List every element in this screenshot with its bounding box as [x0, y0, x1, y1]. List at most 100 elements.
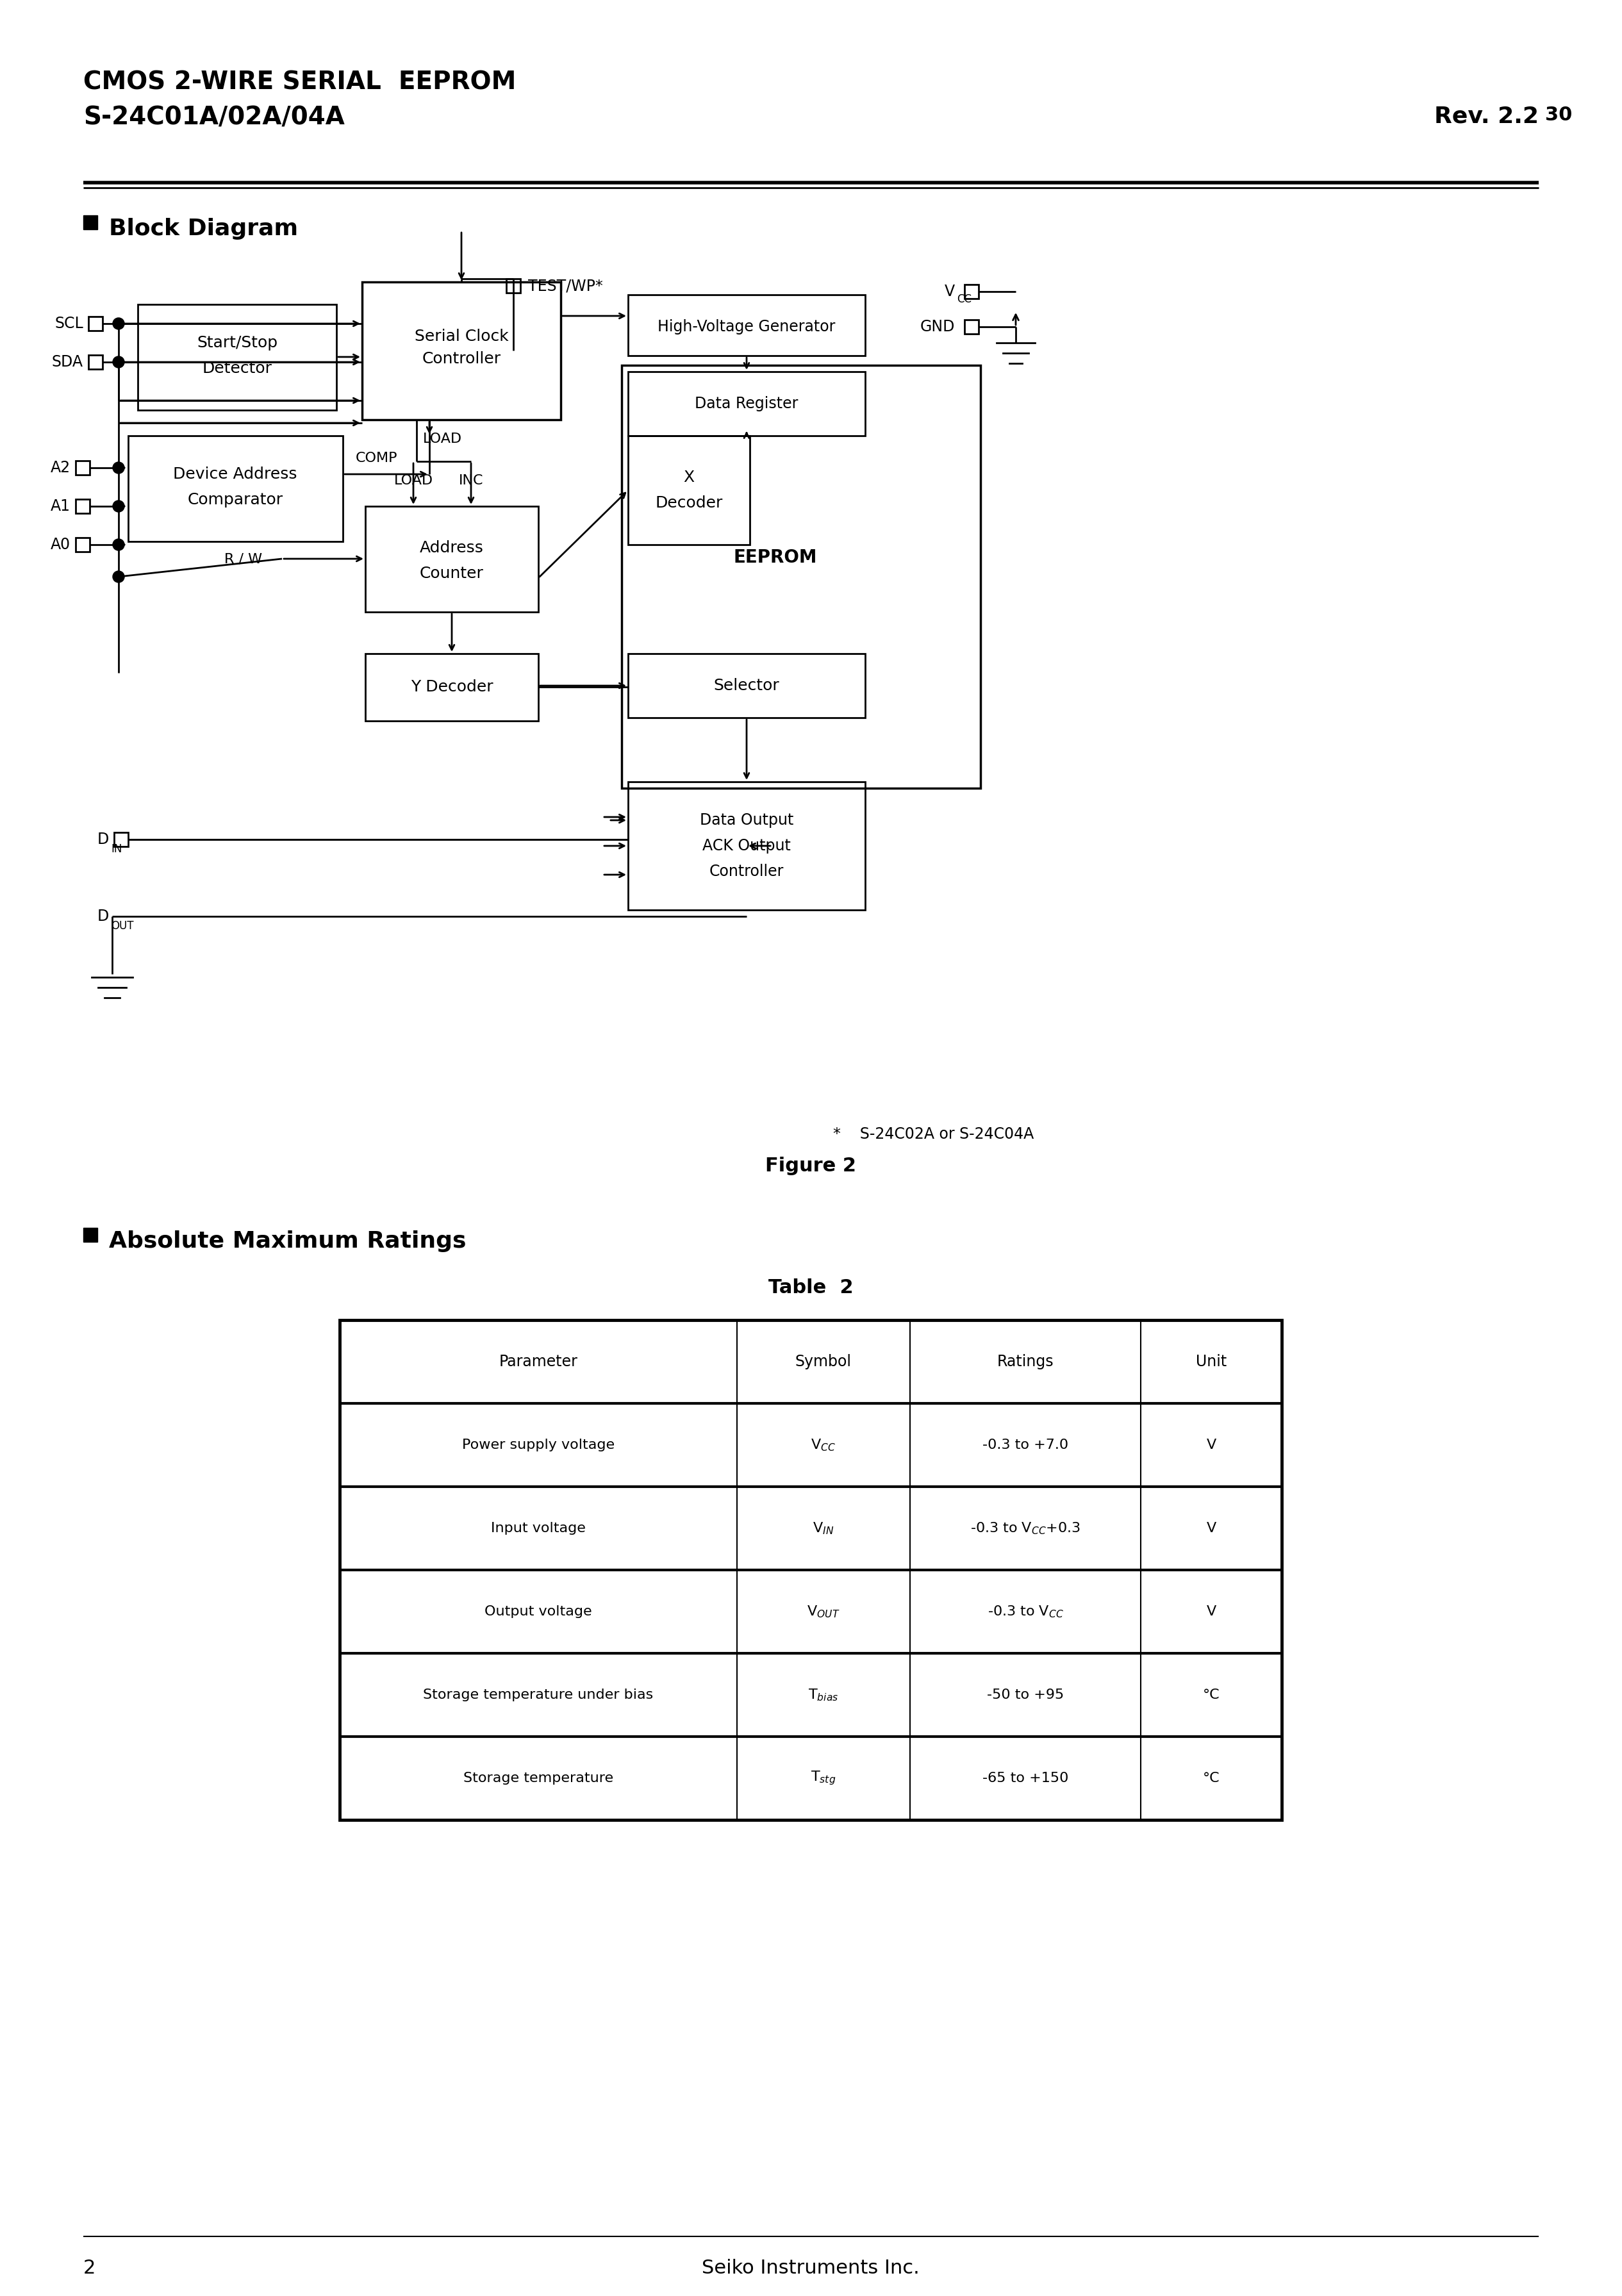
Bar: [89, 317, 102, 331]
Text: Detector: Detector: [203, 360, 272, 377]
Text: Start/Stop: Start/Stop: [196, 335, 277, 351]
Text: V: V: [1207, 1440, 1216, 1451]
Text: Storage temperature: Storage temperature: [464, 1773, 613, 1784]
Text: V: V: [944, 285, 955, 298]
Text: Counter: Counter: [420, 565, 483, 581]
Text: ACK Output: ACK Output: [702, 838, 792, 854]
Text: Symbol: Symbol: [795, 1355, 852, 1368]
Text: Address: Address: [420, 540, 483, 556]
Text: Controller: Controller: [422, 351, 501, 367]
Text: Seiko Instruments Inc.: Seiko Instruments Inc.: [702, 2259, 920, 2278]
Text: -50 to +95: -50 to +95: [986, 1688, 1064, 1701]
Text: Rev. 2.2: Rev. 2.2: [1434, 106, 1539, 129]
Text: Selector: Selector: [714, 677, 780, 693]
Bar: [621, 365, 981, 788]
Circle shape: [114, 540, 125, 551]
Text: Power supply voltage: Power supply voltage: [462, 1440, 615, 1451]
Bar: [628, 372, 865, 436]
Text: -0.3 to V$_{CC}$+0.3: -0.3 to V$_{CC}$+0.3: [970, 1520, 1080, 1536]
Text: V$_{CC}$: V$_{CC}$: [811, 1437, 835, 1453]
Bar: [138, 305, 336, 411]
Text: Unit: Unit: [1195, 1355, 1226, 1368]
Bar: [365, 654, 539, 721]
Text: Absolute Maximum Ratings: Absolute Maximum Ratings: [109, 1231, 466, 1251]
Text: D: D: [97, 909, 109, 923]
Text: Input voltage: Input voltage: [491, 1522, 586, 1534]
Text: T$_{bias}$: T$_{bias}$: [808, 1688, 839, 1704]
Text: Y Decoder: Y Decoder: [410, 680, 493, 696]
Bar: [628, 654, 865, 719]
Text: °C: °C: [1202, 1773, 1220, 1784]
Circle shape: [114, 572, 125, 583]
Text: -0.3 to V$_{CC}$: -0.3 to V$_{CC}$: [988, 1605, 1064, 1619]
Text: R / W: R / W: [224, 553, 263, 565]
Bar: [965, 319, 978, 333]
Bar: [114, 833, 128, 847]
Text: X: X: [683, 471, 694, 484]
Text: GND: GND: [920, 319, 955, 335]
Text: S-24C01A/02A/04A: S-24C01A/02A/04A: [83, 106, 345, 131]
Bar: [76, 498, 89, 514]
Bar: [965, 285, 978, 298]
Bar: [365, 505, 539, 613]
Bar: [89, 356, 102, 370]
Text: LOAD: LOAD: [394, 475, 433, 487]
Text: SDA: SDA: [52, 354, 83, 370]
Text: Storage temperature under bias: Storage temperature under bias: [423, 1688, 654, 1701]
Text: -0.3 to +7.0: -0.3 to +7.0: [983, 1440, 1069, 1451]
Text: 30: 30: [1546, 106, 1572, 124]
Bar: [76, 461, 89, 475]
Text: EEPROM: EEPROM: [733, 549, 817, 567]
Bar: [628, 436, 749, 544]
Bar: [83, 216, 97, 230]
Bar: [83, 1228, 97, 1242]
Bar: [339, 1320, 1281, 1821]
Text: Data Output: Data Output: [699, 813, 793, 829]
Circle shape: [114, 501, 125, 512]
Text: D: D: [97, 831, 109, 847]
Text: SCL: SCL: [55, 317, 83, 331]
Text: Controller: Controller: [709, 863, 783, 879]
Text: V$_{OUT}$: V$_{OUT}$: [808, 1605, 840, 1619]
Text: High-Voltage Generator: High-Voltage Generator: [657, 319, 835, 335]
Text: Block Diagram: Block Diagram: [109, 218, 298, 239]
Text: COMP: COMP: [355, 452, 397, 464]
Circle shape: [114, 317, 125, 328]
Text: V: V: [1207, 1605, 1216, 1619]
Text: TEST/WP*: TEST/WP*: [529, 278, 603, 294]
Circle shape: [114, 461, 125, 473]
Text: V$_{IN}$: V$_{IN}$: [813, 1520, 834, 1536]
Text: A1: A1: [50, 498, 70, 514]
Bar: [628, 294, 865, 356]
Bar: [506, 278, 521, 294]
Text: Decoder: Decoder: [655, 496, 723, 510]
Text: OUT: OUT: [110, 921, 133, 932]
Text: CC: CC: [957, 294, 972, 305]
Text: Serial Clock: Serial Clock: [414, 328, 508, 344]
Text: Ratings: Ratings: [998, 1355, 1054, 1368]
Text: A2: A2: [50, 459, 70, 475]
Text: T$_{stg}$: T$_{stg}$: [811, 1770, 835, 1786]
Text: V: V: [1207, 1522, 1216, 1534]
Text: IN: IN: [110, 843, 122, 854]
Text: Parameter: Parameter: [500, 1355, 577, 1368]
Bar: [362, 282, 561, 420]
Text: Table  2: Table 2: [769, 1279, 853, 1297]
Text: 2: 2: [83, 2259, 96, 2278]
Bar: [76, 537, 89, 551]
Text: Output voltage: Output voltage: [485, 1605, 592, 1619]
Text: *    S-24C02A or S-24C04A: * S-24C02A or S-24C04A: [834, 1127, 1033, 1141]
Text: INC: INC: [459, 475, 483, 487]
Bar: [128, 436, 342, 542]
Text: Figure 2: Figure 2: [766, 1157, 856, 1176]
Text: °C: °C: [1202, 1688, 1220, 1701]
Text: CMOS 2-WIRE SERIAL  EEPROM: CMOS 2-WIRE SERIAL EEPROM: [83, 71, 516, 94]
Text: LOAD: LOAD: [423, 432, 462, 445]
Text: A0: A0: [50, 537, 70, 553]
Bar: [628, 781, 865, 909]
Text: Comparator: Comparator: [188, 491, 282, 507]
Text: Data Register: Data Register: [694, 395, 798, 411]
Circle shape: [114, 356, 125, 367]
Text: -65 to +150: -65 to +150: [983, 1773, 1069, 1784]
Text: Device Address: Device Address: [174, 466, 297, 482]
